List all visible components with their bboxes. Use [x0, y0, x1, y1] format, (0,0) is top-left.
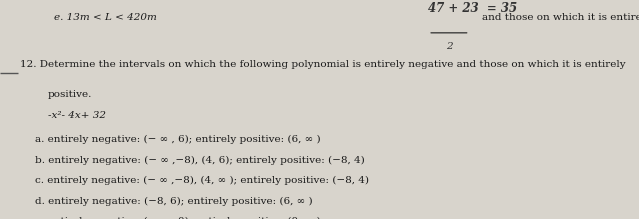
- Text: c. entirely negative: (− ∞ ,−8), (4, ∞ ); entirely positive: (−8, 4): c. entirely negative: (− ∞ ,−8), (4, ∞ )…: [35, 176, 369, 185]
- Text: e. entirely negative: (− ∞ , 0); entirely positive: (0, ∞ ): e. entirely negative: (− ∞ , 0); entirel…: [35, 217, 321, 219]
- Text: a. entirely negative: (− ∞ , 6); entirely positive: (6, ∞ ): a. entirely negative: (− ∞ , 6); entirel…: [35, 135, 321, 144]
- Text: e. 13m < L < 420m: e. 13m < L < 420m: [54, 13, 157, 22]
- Text: and those on which it is entirely: and those on which it is entirely: [482, 13, 639, 22]
- Text: d. entirely negative: (−8, 6); entirely positive: (6, ∞ ): d. entirely negative: (−8, 6); entirely …: [35, 197, 312, 206]
- Text: 12. Determine the intervals on which the following polynomial is entirely negati: 12. Determine the intervals on which the…: [20, 60, 626, 69]
- Text: b. entirely negative: (− ∞ ,−8), (4, 6); entirely positive: (−8, 4): b. entirely negative: (− ∞ ,−8), (4, 6);…: [35, 155, 365, 165]
- Text: -x²- 4x+ 32: -x²- 4x+ 32: [48, 111, 106, 120]
- Text: 47 + 23  = 35: 47 + 23 = 35: [428, 2, 517, 15]
- Text: 2: 2: [446, 42, 452, 51]
- Text: positive.: positive.: [48, 90, 92, 99]
